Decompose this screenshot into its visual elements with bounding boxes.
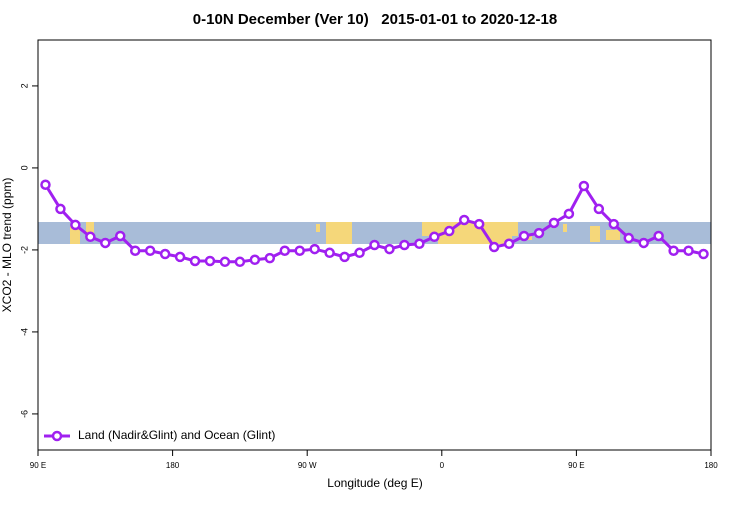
data-point [593,203,605,215]
data-point [294,245,305,256]
x-tick-label: 90 W [298,461,317,470]
data-point [324,247,335,259]
data-point [129,245,141,256]
data-point [414,238,425,250]
x-tick-label: 0 [440,461,445,470]
data-point [518,230,530,242]
x-tick-label: 180 [166,461,180,470]
data-point [429,231,440,243]
data-point [623,232,634,244]
data-point [174,251,186,263]
data-point [249,254,261,266]
plot-frame [37,39,712,451]
data-point [369,239,380,251]
data-point [85,231,96,243]
legend-label: Land (Nadir&Glint) and Ocean (Glint) [78,428,275,442]
data-point [578,180,590,192]
x-tick-label: 90 E [30,461,46,470]
data-point [548,217,560,229]
y-tick-label: -4 [19,328,29,336]
data-point [354,247,365,259]
data-point [309,243,320,255]
data-point [653,230,664,242]
y-tick-label: -2 [19,246,29,254]
data-point [339,251,350,263]
data-point [159,248,171,260]
x-tick-label: 180 [704,461,718,470]
data-point [638,237,649,249]
data-point [608,218,620,230]
data-point [503,238,515,250]
data-point [384,243,395,255]
data-point [234,256,246,268]
data-point [668,245,679,256]
legend-marker [51,430,63,442]
y-tick-label: 2 [19,83,29,88]
data-point [144,245,156,256]
data-point [698,248,709,260]
data-point [533,227,545,239]
data-point [458,214,470,226]
data-point [683,245,694,256]
chart-title: 0-10N December (Ver 10) 2015-01-01 to 20… [193,11,557,28]
data-point [70,219,81,231]
y-tick-label: -6 [19,410,29,418]
data-point [219,256,231,268]
data-point [279,245,291,256]
y-axis-label: XCO2 - MLO trend (ppm) [0,178,14,313]
data-point [399,239,410,251]
x-axis-label: Longitude (deg E) [327,476,422,490]
data-point [204,255,216,267]
data-point [189,255,201,267]
data-point [264,252,276,264]
x-tick-label: 90 E [568,461,584,470]
data-point [473,218,485,230]
data-point [444,225,455,237]
data-point [115,230,126,242]
y-tick-label: 0 [19,165,29,170]
data-point [488,241,500,253]
data-point [40,179,51,190]
data-point [55,203,66,215]
data-point [563,208,575,220]
data-point [100,237,111,249]
